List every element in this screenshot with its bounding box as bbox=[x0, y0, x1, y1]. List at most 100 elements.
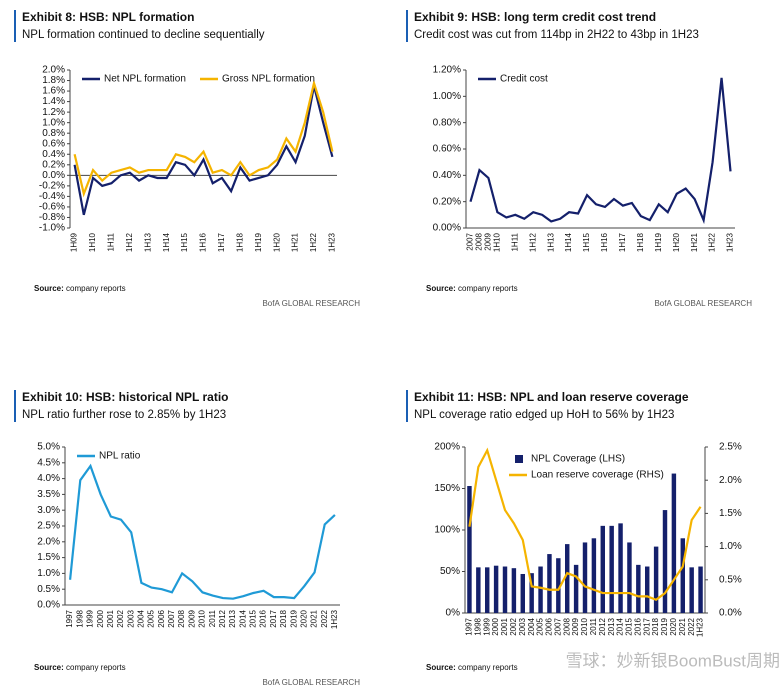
x-tick-label: 1999 bbox=[86, 609, 95, 627]
bar bbox=[653, 546, 659, 613]
title-accent bbox=[406, 390, 408, 422]
chart-subtitle: Credit cost was cut from 114bp in 2H22 t… bbox=[414, 29, 699, 41]
x-tick-label: 1H23 bbox=[726, 232, 735, 252]
bar bbox=[529, 573, 534, 613]
bar bbox=[591, 538, 597, 613]
x-tick-label: 2017 bbox=[269, 609, 278, 627]
bar bbox=[689, 567, 694, 613]
y-tick-label: 0.2% bbox=[42, 159, 65, 170]
source-label: Source: bbox=[426, 284, 456, 293]
legend-label: Net NPL formation bbox=[104, 74, 186, 85]
chart-subtitle: NPL coverage ratio edged up HoH to 56% b… bbox=[414, 409, 674, 421]
x-tick-label: 1H19 bbox=[254, 232, 263, 252]
bar bbox=[662, 510, 668, 613]
x-tick-label: 1997 bbox=[65, 609, 74, 627]
x-tick-label: 2008 bbox=[177, 609, 186, 627]
y-tick-label: -0.8% bbox=[39, 212, 65, 223]
legend-label: NPL ratio bbox=[99, 451, 141, 462]
bar bbox=[547, 554, 552, 613]
bar bbox=[618, 523, 623, 613]
x-tick-label: 1998 bbox=[75, 609, 84, 627]
chart-subtitle: NPL formation continued to decline seque… bbox=[22, 29, 265, 41]
y-tick-label: 0.0% bbox=[42, 170, 65, 181]
x-tick-label: 2014 bbox=[616, 617, 625, 635]
source-label: Source: bbox=[426, 663, 456, 672]
x-tick-label: 1997 bbox=[465, 617, 474, 635]
x-tick-label: 1998 bbox=[473, 617, 482, 635]
x-tick-label: 2018 bbox=[651, 617, 660, 635]
y2-tick-label: 2.5% bbox=[719, 442, 742, 453]
x-tick-label: 2007 bbox=[466, 232, 475, 250]
y-tick-label: 0.20% bbox=[433, 196, 461, 207]
x-tick-label: 2010 bbox=[580, 617, 589, 635]
bar bbox=[493, 565, 499, 613]
x-tick-label: 2002 bbox=[116, 609, 125, 627]
source: company reports bbox=[66, 284, 126, 293]
bar bbox=[511, 568, 517, 613]
y-tick-label: 0.5% bbox=[37, 584, 60, 595]
x-tick-label: 1H09 bbox=[70, 232, 79, 252]
x-tick-label: 2012 bbox=[598, 617, 607, 635]
x-tick-label: 2013 bbox=[228, 609, 237, 627]
source: company reports bbox=[458, 663, 518, 672]
y-tick-label: 0.40% bbox=[433, 170, 461, 181]
bar bbox=[556, 558, 561, 613]
y-tick-label: 2.0% bbox=[37, 536, 60, 547]
x-tick-label: 1H16 bbox=[199, 232, 208, 252]
x-tick-label: 1H23 bbox=[328, 232, 337, 252]
y-tick-label: 1.4% bbox=[42, 96, 65, 107]
x-tick-label: 2003 bbox=[518, 617, 527, 635]
x-tick-label: 1H20 bbox=[272, 232, 281, 252]
x-tick-label: 2001 bbox=[106, 609, 115, 627]
bar bbox=[600, 525, 605, 613]
x-tick-label: 2019 bbox=[289, 609, 298, 627]
y-tick-label: 4.0% bbox=[37, 473, 60, 484]
x-tick-label: 1H18 bbox=[235, 232, 244, 252]
bar bbox=[645, 566, 650, 613]
x-tick-label: 1999 bbox=[482, 617, 491, 635]
y-tick-label: 0.60% bbox=[433, 144, 461, 155]
y-tick-label: 0.0% bbox=[37, 600, 60, 611]
x-tick-label: 2008 bbox=[562, 617, 571, 635]
y-tick-label: 1.20% bbox=[433, 65, 461, 76]
x-tick-label: 2000 bbox=[491, 617, 500, 635]
watermark: 雪球：妙新银BoomBust周期 bbox=[566, 651, 780, 670]
y2-tick-label: 1.5% bbox=[719, 508, 742, 519]
x-tick-label: 2005 bbox=[147, 609, 156, 627]
x-tick-label: 2010 bbox=[198, 609, 207, 627]
x-tick-label: 2021 bbox=[678, 617, 687, 635]
x-tick-label: 2004 bbox=[527, 617, 536, 635]
data-line bbox=[73, 85, 334, 216]
x-tick-label: 1H19 bbox=[654, 232, 663, 252]
y-tick-label: 1.0% bbox=[42, 117, 65, 128]
bar bbox=[671, 473, 677, 613]
source-label: Source: bbox=[34, 663, 64, 672]
bar bbox=[476, 567, 481, 613]
x-tick-label: 2015 bbox=[249, 609, 258, 627]
x-tick-label: 1H15 bbox=[180, 232, 189, 252]
y2-tick-label: 0.5% bbox=[719, 574, 742, 585]
y-tick-label: 200% bbox=[434, 442, 460, 453]
chart-panel: Exhibit 11: HSB: NPL and loan reserve co… bbox=[406, 390, 742, 672]
x-tick-label: 2006 bbox=[157, 609, 166, 627]
y-tick-label: 1.0% bbox=[37, 568, 60, 579]
y-tick-label: 1.2% bbox=[42, 107, 65, 118]
chart-panel: Exhibit 10: HSB: historical NPL ratio NPL… bbox=[14, 390, 360, 685]
x-tick-label: 1H23 bbox=[330, 609, 339, 629]
x-tick-label: 2009 bbox=[484, 232, 493, 250]
chart-title: Exhibit 10: HSB: historical NPL ratio bbox=[22, 390, 228, 404]
x-tick-label: 1H21 bbox=[690, 232, 699, 252]
bar bbox=[636, 564, 641, 613]
x-tick-label: 1H21 bbox=[291, 232, 300, 252]
y-tick-label: 100% bbox=[434, 525, 460, 536]
y-tick-label: 4.5% bbox=[37, 457, 60, 468]
bar bbox=[467, 486, 472, 613]
y-tick-label: 150% bbox=[434, 483, 460, 494]
y-tick-label: -0.2% bbox=[39, 181, 65, 192]
x-tick-label: 2008 bbox=[475, 232, 484, 250]
bar bbox=[582, 542, 588, 613]
chart-title: Exhibit 11: HSB: NPL and loan reserve co… bbox=[414, 390, 689, 404]
bar bbox=[502, 566, 508, 613]
legend-swatch bbox=[515, 455, 523, 463]
y-tick-label: 5.0% bbox=[37, 442, 60, 453]
